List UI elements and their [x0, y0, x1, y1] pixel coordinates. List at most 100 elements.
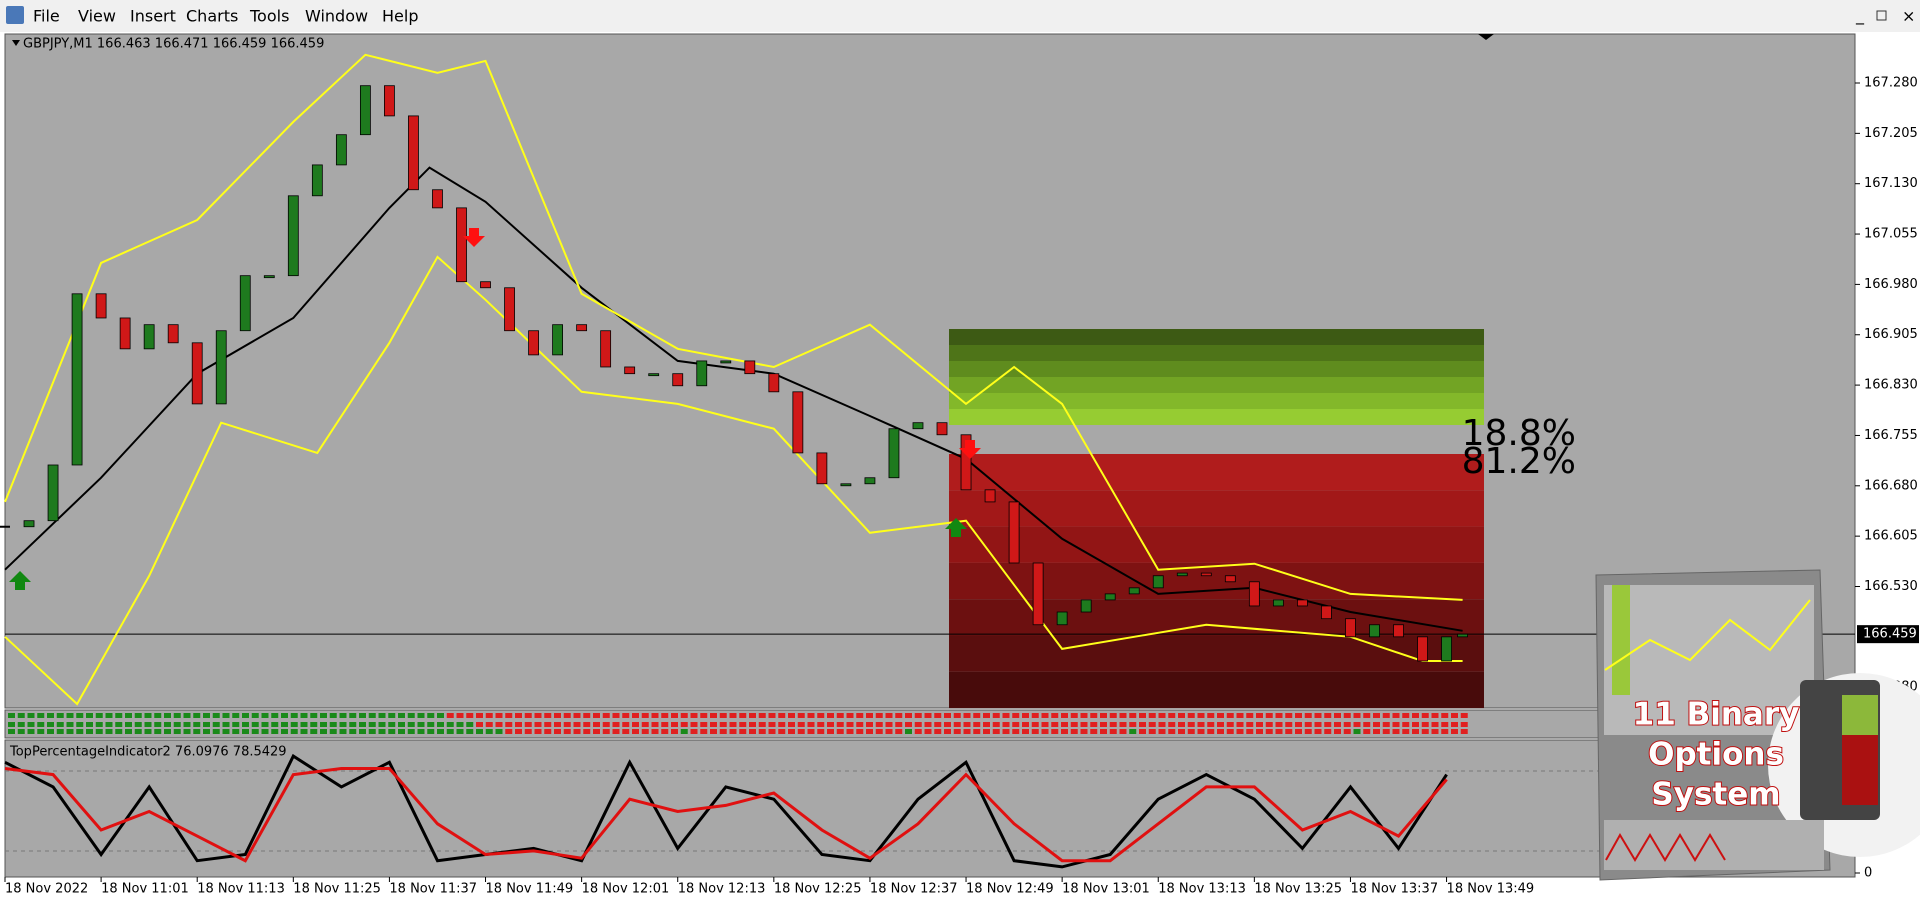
signal-cell [242, 713, 249, 718]
restore[interactable] [1876, 10, 1887, 21]
signal-cell [1256, 729, 1263, 734]
candle [816, 452, 828, 485]
signal-cell [515, 729, 522, 734]
signal-cell [905, 713, 912, 718]
signal-cell [612, 729, 620, 734]
signal-cell [622, 722, 630, 727]
menu-item[interactable]: Window [305, 7, 368, 26]
signal-cell [1304, 729, 1312, 734]
menu-item[interactable]: Tools [249, 7, 289, 26]
signal-cell [1353, 729, 1361, 734]
signal-cell [1353, 713, 1361, 718]
y-tick-label: 166.980 [1864, 277, 1918, 292]
signal-cell [66, 729, 74, 734]
signal-cell [76, 722, 84, 727]
y-tick-label: 0 [1864, 866, 1872, 881]
signal-cell [866, 722, 873, 727]
signal-cell [1178, 729, 1185, 734]
signal-cell [76, 713, 84, 718]
shift-marker [1478, 34, 1494, 40]
signal-cell [271, 729, 279, 734]
zone-band [949, 345, 1484, 361]
signal-cell [749, 722, 756, 727]
signal-cell [1363, 722, 1371, 727]
signal-cell [476, 713, 483, 718]
candle [624, 366, 636, 375]
signal-cell [1158, 722, 1166, 727]
y-tick-label: 167.280 [1864, 76, 1918, 91]
candle [576, 324, 588, 332]
signal-cell [1129, 729, 1137, 734]
signal-cell [856, 722, 864, 727]
signal-cell [1090, 713, 1098, 718]
signal-cell [8, 729, 15, 734]
signal-cell [1129, 713, 1137, 718]
signal-cell [398, 722, 405, 727]
candle [239, 275, 251, 332]
buy-arrow [9, 571, 31, 590]
menu-item[interactable]: View [78, 7, 116, 26]
candle [792, 391, 804, 454]
signal-cell [1022, 713, 1029, 718]
signal-cell [895, 722, 903, 727]
signal-cell [56, 722, 64, 727]
signal-cell [934, 729, 942, 734]
signal-cell [1382, 713, 1390, 718]
menu-item[interactable]: Insert [130, 7, 176, 26]
signal-cell [86, 713, 93, 718]
candle [432, 189, 443, 209]
signal-cell [1197, 729, 1205, 734]
signal-cell [164, 713, 171, 718]
signal-cell [281, 722, 288, 727]
signal-cell [105, 729, 113, 734]
zone-band [949, 635, 1484, 672]
signal-cell [661, 729, 669, 734]
signal-cell [1090, 729, 1098, 734]
signal-cell [368, 722, 376, 727]
signal-cell [680, 722, 688, 727]
signal-cell [144, 729, 152, 734]
signal-cell [846, 722, 854, 727]
candle [1224, 575, 1236, 583]
signal-cell [944, 713, 951, 718]
signal-cell [729, 722, 737, 727]
signal-cell [173, 713, 181, 718]
menu-item[interactable]: Help [382, 7, 418, 26]
close[interactable]: × [1902, 7, 1915, 26]
menu-item[interactable]: Charts [186, 7, 238, 26]
candle [600, 330, 612, 368]
candle [0, 525, 10, 528]
signal-cell [1285, 713, 1293, 718]
signal-cell [1168, 713, 1176, 718]
signal-cell [680, 729, 688, 734]
signal-cell [27, 722, 35, 727]
signal-cell [212, 729, 220, 734]
signal-cell [427, 722, 435, 727]
signal-cell [1304, 722, 1312, 727]
signal-cell [515, 722, 522, 727]
x-tick-label: 18 Nov 2022 [5, 882, 88, 897]
signal-cell [710, 713, 717, 718]
signal-cell [1100, 722, 1107, 727]
signal-cell [417, 729, 425, 734]
menu-item[interactable]: File [33, 7, 60, 26]
signal-cell [671, 729, 678, 734]
indicator-line [4, 767, 1448, 863]
signal-cell [1236, 722, 1244, 727]
signal-cell [1109, 722, 1117, 727]
minimize[interactable]: _ [1855, 6, 1865, 26]
signal-cell [1451, 713, 1458, 718]
current-price-box [1857, 625, 1919, 644]
signal-cell [992, 729, 1000, 734]
dropdown[interactable] [12, 40, 20, 46]
signal-cell [1207, 729, 1215, 734]
signal-cell [768, 722, 776, 727]
x-tick-label: 18 Nov 12:49 [966, 882, 1054, 897]
zone-band [949, 454, 1484, 491]
x-tick-label: 18 Nov 12:25 [774, 882, 862, 897]
candle [71, 293, 83, 466]
signal-cell [339, 722, 347, 727]
signal-cell [310, 729, 318, 734]
candle [215, 330, 227, 405]
signal-cell [1061, 729, 1068, 734]
